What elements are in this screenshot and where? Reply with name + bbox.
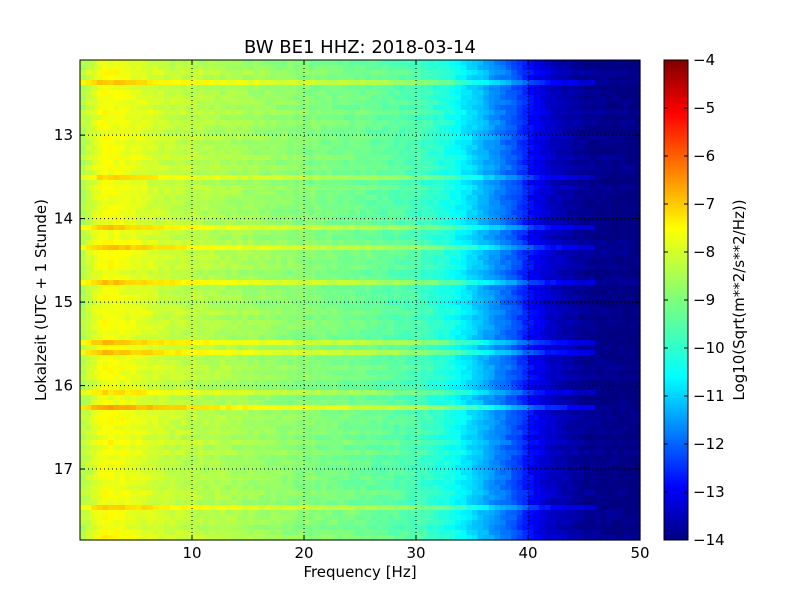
colorbar-tick-label: −13	[693, 483, 725, 501]
y-tick-label: 17	[54, 460, 73, 478]
grid-lines	[80, 60, 640, 540]
colorbar-tick-label: −9	[693, 291, 715, 309]
colorbar-label: Log10(Sqrt(m**2/s**2/Hz))	[730, 199, 748, 400]
chart-title: BW BE1 HHZ: 2018-03-14	[244, 37, 476, 58]
y-tick-label: 13	[54, 126, 73, 144]
y-tick-label: 16	[54, 377, 73, 395]
colorbar-tick-label: −5	[693, 99, 715, 117]
y-axis-label: Lokalzeit (UTC + 1 Stunde)	[32, 199, 50, 401]
spectrogram-heatmap	[80, 60, 641, 541]
y-axis: 13 14 15 16 17	[54, 126, 640, 478]
colorbar-ticks: −4 −5 −6 −7 −8 −9 −10 −11 −12 −13 −14	[664, 51, 725, 549]
colorbar-tick-label: −14	[693, 531, 725, 549]
plot-frame	[79, 59, 641, 541]
colorbar-tick-label: −7	[693, 195, 715, 213]
x-tick-label: 20	[294, 544, 313, 562]
x-tick-label: 10	[182, 544, 201, 562]
colorbar-tick-label: −8	[693, 243, 715, 261]
y-tick-label: 14	[54, 210, 73, 228]
x-tick-label: 40	[518, 544, 537, 562]
colorbar-tick-label: −6	[693, 147, 715, 165]
colorbar-tick-label: −11	[693, 387, 725, 405]
x-axis-label: Frequency [Hz]	[303, 563, 416, 581]
x-axis: 10 20 30 40 50	[182, 60, 650, 562]
x-tick-label: 30	[406, 544, 425, 562]
x-tick-label: 50	[630, 544, 649, 562]
colorbar-tick-label: −4	[693, 51, 715, 69]
colorbar-tick-label: −12	[693, 435, 725, 453]
y-tick-label: 15	[54, 293, 73, 311]
colorbar-tick-label: −10	[693, 339, 725, 357]
